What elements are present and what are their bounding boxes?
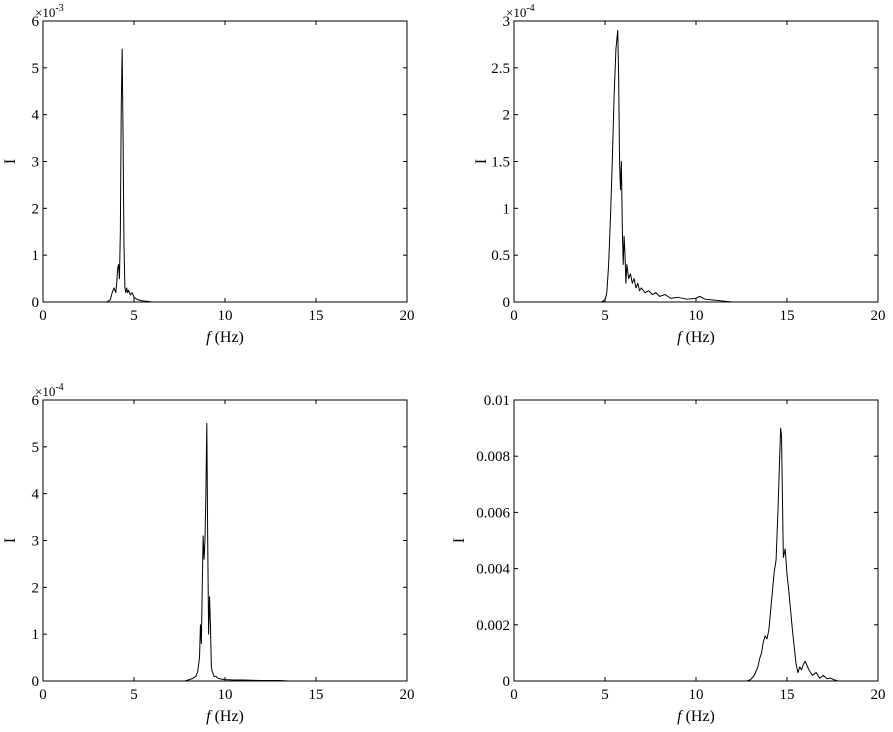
axes-frame <box>513 399 879 682</box>
y-tick-label: 2 <box>32 580 40 596</box>
y-tick-label: 1 <box>503 201 511 217</box>
x-tick-label: 20 <box>871 687 886 703</box>
y-tick-label: 6 <box>32 393 40 409</box>
x-tick-label: 5 <box>130 308 138 324</box>
x-tick-label: 0 <box>510 687 518 703</box>
subplot-4: 0 5 10 15 20 0 0.002 0.004 0.006 0.008 0.01 f (Hz) I <box>451 393 886 725</box>
x-tick-label: 20 <box>871 308 886 324</box>
y-tick-label: 0 <box>32 674 40 690</box>
x-tick-label: 5 <box>601 308 609 324</box>
y-tick-label: 4 <box>32 487 40 503</box>
y-axis-label: I <box>451 538 468 543</box>
x-axis-label: f (Hz) <box>206 708 244 725</box>
x-tick-label: 0 <box>39 687 47 703</box>
y-tick-label: 1 <box>32 627 40 643</box>
y-tick-label: 3 <box>503 14 511 30</box>
x-axis-label: f (Hz) <box>206 329 244 346</box>
y-tick-label: 1.5 <box>491 155 510 171</box>
y-tick-label: 0.002 <box>476 618 510 634</box>
y-exponent-label: ×10-4 <box>35 382 64 399</box>
subplot-2: 0 5 10 15 20 0 0.5 1 1.5 2 2.5 3×10-4 f (Hz) I <box>473 3 886 346</box>
y-exponent-label: ×10-3 <box>35 3 64 20</box>
axes-frame <box>513 20 879 303</box>
series-line-1 <box>514 29 878 303</box>
x-tick-label: 15 <box>309 308 324 324</box>
y-tick-label: 0 <box>32 295 40 311</box>
y-axis-label: I <box>473 159 490 164</box>
y-tick-label: 0.008 <box>476 449 510 465</box>
y-tick-label: 0.004 <box>476 562 510 578</box>
x-tick-label: 15 <box>780 687 795 703</box>
y-tick-label: 2 <box>32 201 40 217</box>
x-tick-label: 15 <box>309 687 324 703</box>
y-tick-label: 0.5 <box>491 248 510 264</box>
y-axis-label: I <box>2 159 19 164</box>
y-tick-label: 5 <box>32 61 40 77</box>
x-axis-label: f (Hz) <box>677 708 715 725</box>
y-tick-label: 6 <box>32 14 40 30</box>
x-tick-label: 10 <box>218 687 233 703</box>
y-tick-label: 0 <box>503 295 511 311</box>
x-tick-label: 0 <box>39 308 47 324</box>
x-tick-label: 5 <box>130 687 138 703</box>
y-tick-label: 2.5 <box>491 61 510 77</box>
y-tick-label: 2 <box>503 108 511 124</box>
x-axis-label: f (Hz) <box>677 329 715 346</box>
y-tick-label: 0.006 <box>476 505 510 521</box>
y-tick-label: 0 <box>503 674 511 690</box>
y-tick-label: 0.01 <box>484 393 510 409</box>
axes-frame <box>42 399 408 682</box>
y-exponent-label: ×10-4 <box>506 3 535 20</box>
y-axis-label: I <box>2 538 19 543</box>
x-tick-label: 20 <box>400 308 415 324</box>
y-tick-label: 3 <box>32 534 40 550</box>
series-line-1 <box>43 422 407 682</box>
y-tick-label: 4 <box>32 108 40 124</box>
y-tick-label: 1 <box>32 248 40 264</box>
subplot-1: 0 5 10 15 20 0 1 2 3 4 5 6×10-3 f (Hz) I <box>2 3 415 346</box>
x-tick-label: 20 <box>400 687 415 703</box>
x-tick-label: 5 <box>601 687 609 703</box>
y-tick-label: 3 <box>32 155 40 171</box>
axes-frame <box>42 20 408 303</box>
series-line-1 <box>43 48 407 303</box>
x-tick-label: 0 <box>510 308 518 324</box>
x-tick-label: 10 <box>689 687 704 703</box>
x-tick-label: 10 <box>689 308 704 324</box>
subplot-3: 0 5 10 15 20 0 1 2 3 4 5 6×10-4 f (Hz) I <box>2 382 415 725</box>
x-tick-label: 10 <box>218 308 233 324</box>
x-tick-label: 15 <box>780 308 795 324</box>
y-tick-label: 5 <box>32 440 40 456</box>
series-line-1 <box>514 427 878 682</box>
